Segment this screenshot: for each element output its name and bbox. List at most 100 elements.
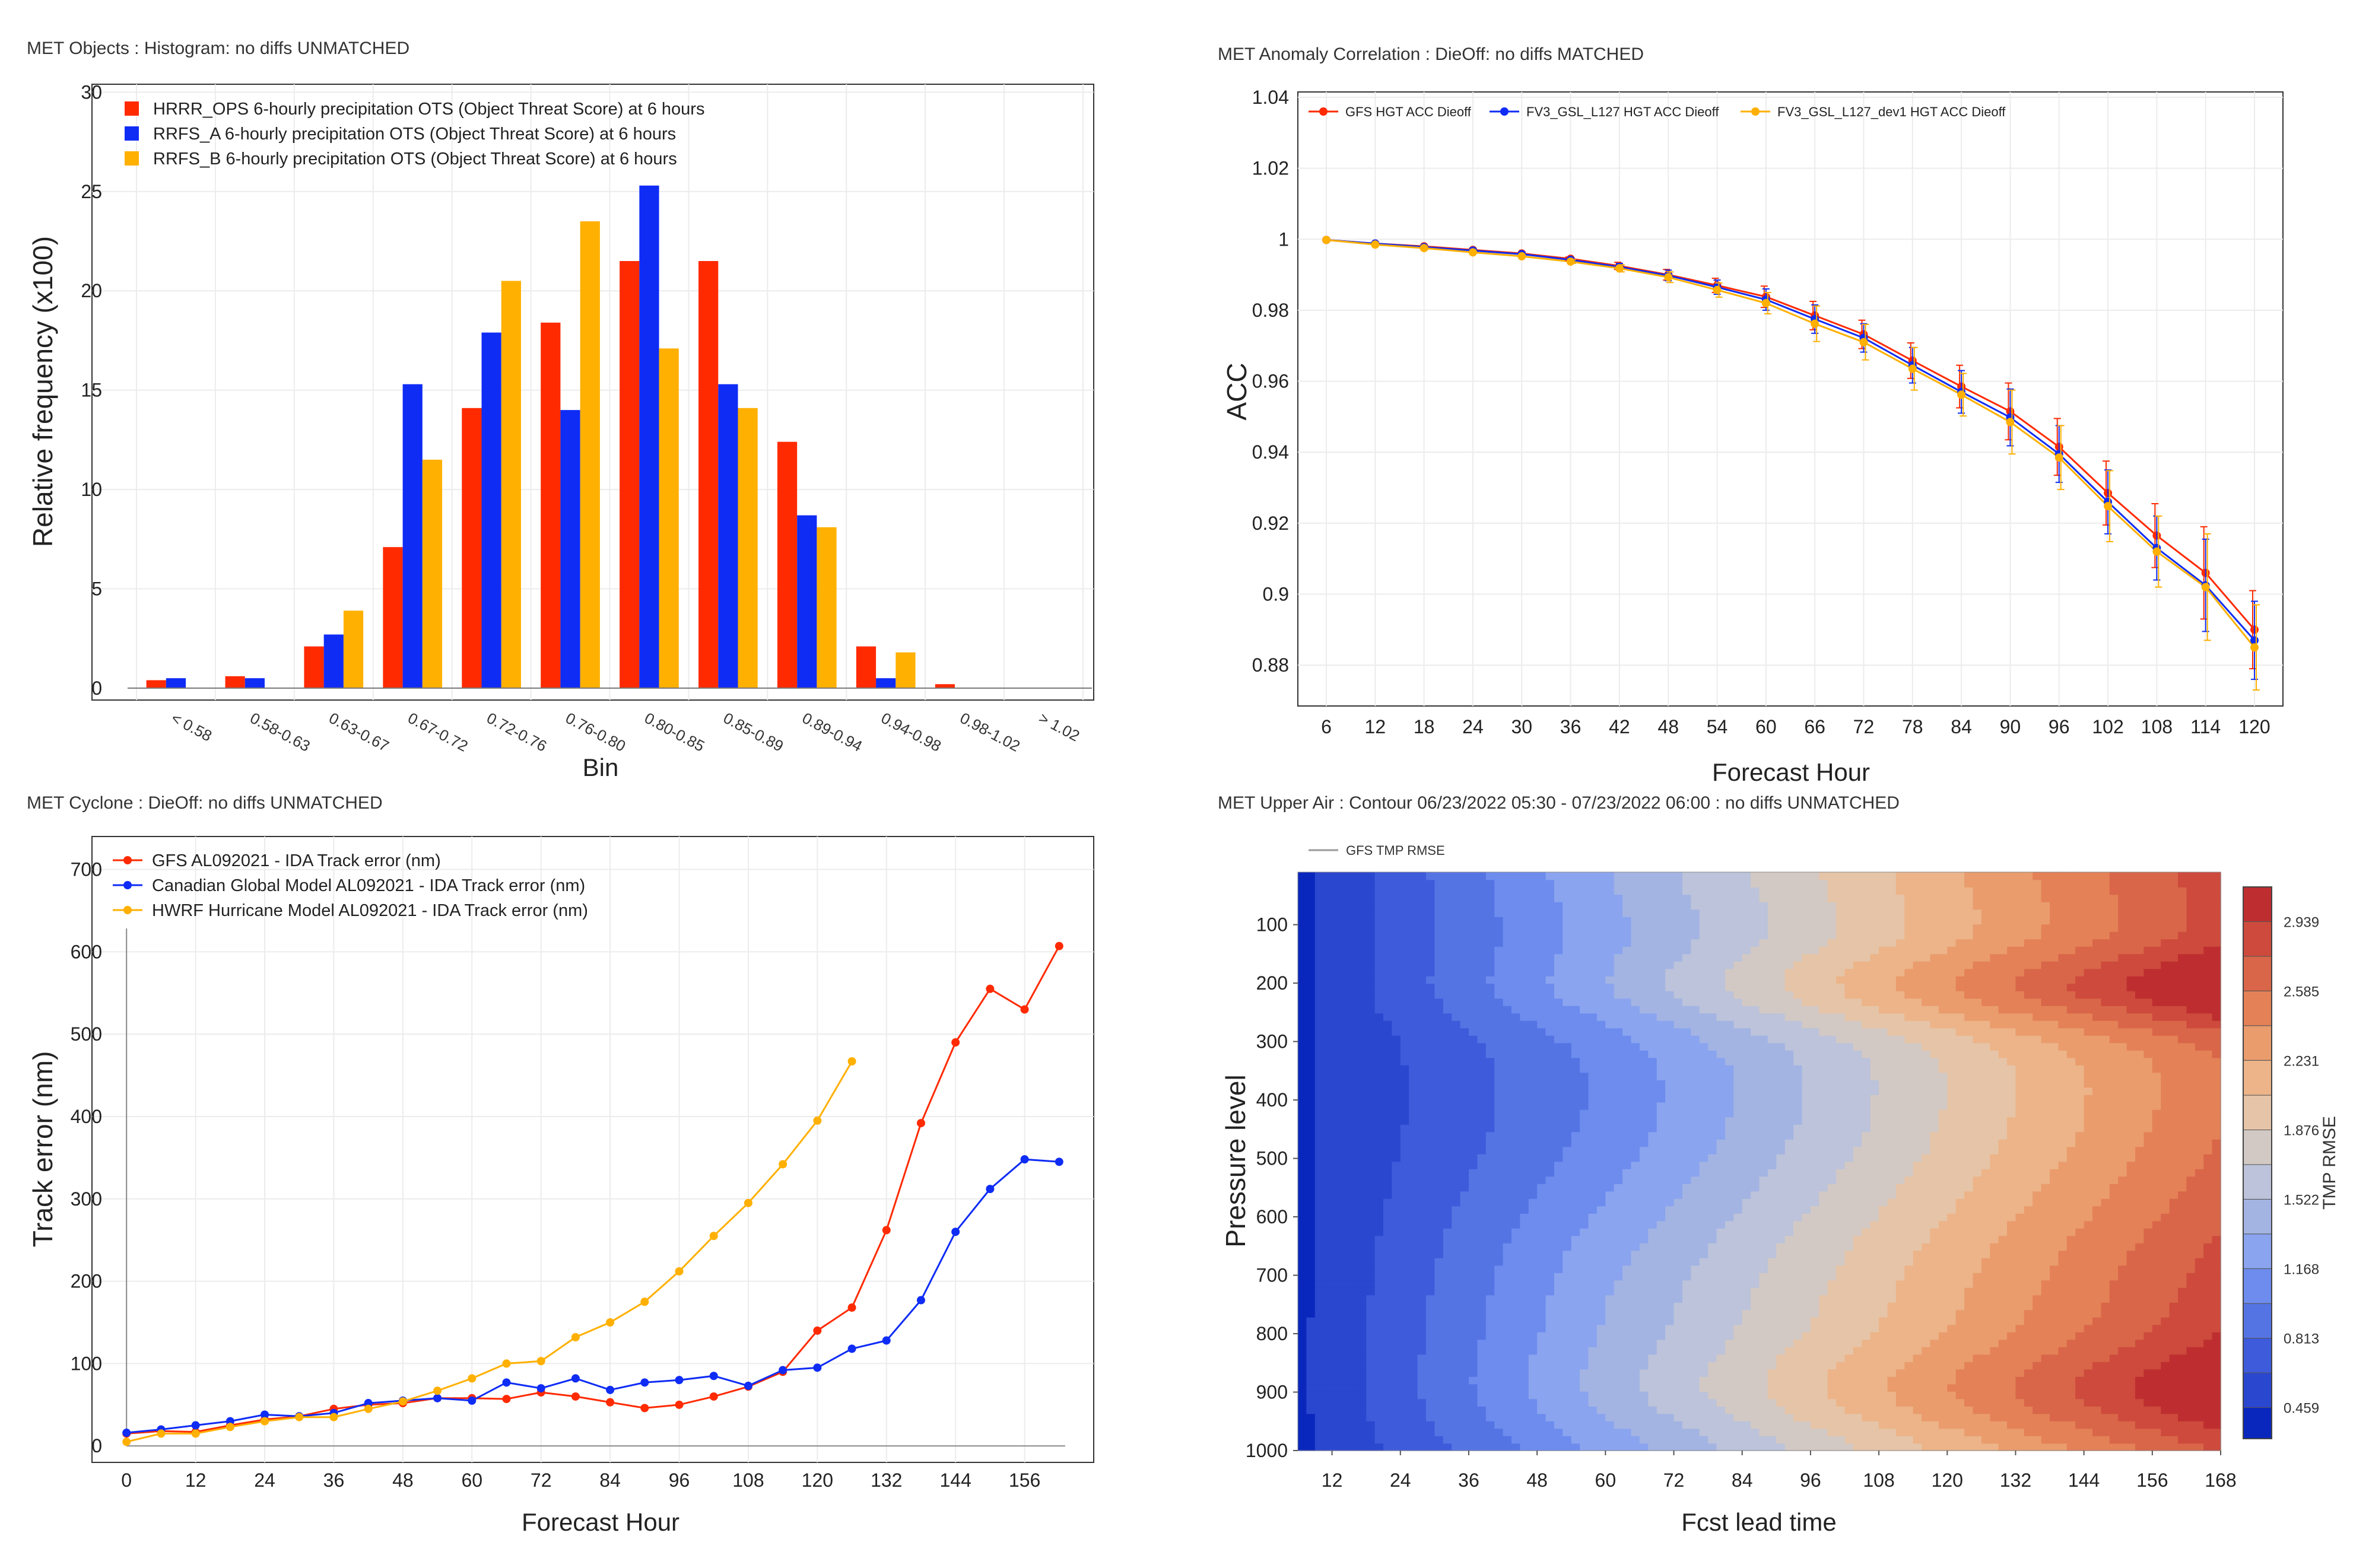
contour-cell <box>1563 1228 1572 1236</box>
contour-cell <box>2143 1287 2153 1296</box>
contour-cell <box>1341 1436 1350 1444</box>
contour-cell <box>1306 1213 1316 1222</box>
contour-cell <box>1622 1161 1632 1169</box>
contour-cell <box>1434 1339 1444 1347</box>
contour-cell <box>1784 1383 1794 1392</box>
contour-cell <box>2015 1302 2025 1311</box>
contour-cell <box>1708 1265 1717 1273</box>
contour-cell <box>1990 1376 1999 1385</box>
contour-cell <box>1494 1139 1504 1147</box>
contour-cell <box>1383 1206 1393 1214</box>
contour-cell <box>1639 1191 1649 1199</box>
contour-cell <box>2186 1339 2196 1347</box>
data-point <box>813 1363 822 1372</box>
upperair-legend-label[interactable]: GFS TMP RMSE <box>1346 843 1445 858</box>
contour-cell <box>1366 1280 1376 1288</box>
contour-cell <box>1776 1161 1786 1169</box>
contour-cell <box>1511 1161 1521 1169</box>
x-tick-label: 12 <box>185 1470 207 1491</box>
contour-cell <box>2152 1154 2161 1162</box>
contour-cell <box>1776 1354 1786 1362</box>
contour-cell <box>1810 1280 1820 1288</box>
contour-cell <box>1648 1273 1657 1281</box>
contour-cell <box>2015 1198 2025 1207</box>
contour-cell <box>1691 1287 1700 1296</box>
contour-cell <box>1862 1317 1871 1325</box>
contour-cell <box>2050 1302 2059 1311</box>
contour-cell <box>1469 1376 1478 1385</box>
data-point <box>779 1160 787 1169</box>
contour-cell <box>1691 1139 1700 1147</box>
contour-cell <box>1973 1339 1982 1347</box>
contour-cell <box>1357 1243 1367 1251</box>
contour-cell <box>1306 1413 1316 1421</box>
contour-cell <box>2212 1243 2221 1251</box>
contour-cell <box>1930 1273 1939 1281</box>
contour-cell <box>1622 1398 1632 1407</box>
contour-cell <box>1827 1443 1837 1451</box>
cyclone-legend[interactable]: GFS AL092021 - IDA Track error (nm) Cana… <box>113 851 588 920</box>
contour-cell <box>1409 1265 1418 1273</box>
x-tick-label: 0.94-0.98 <box>878 709 944 755</box>
contour-cell <box>2101 1309 2110 1318</box>
contour-cell <box>1374 1184 1384 1192</box>
contour-cell <box>1767 1161 1777 1169</box>
contour-cell <box>2092 1376 2102 1385</box>
contour-cell <box>2143 1362 2153 1370</box>
contour-cell <box>1938 1258 1948 1266</box>
contour-cell <box>1494 1443 1504 1451</box>
contour-cell <box>1622 1309 1632 1318</box>
contour-cell <box>1563 1250 1572 1258</box>
contour-cell <box>1332 1443 1341 1451</box>
contour-cell <box>1452 1428 1461 1436</box>
contour-cell <box>1392 1243 1401 1251</box>
contour-cell <box>2041 1295 2050 1303</box>
contour-cell <box>1639 1317 1649 1325</box>
contour-cell <box>2066 1273 2076 1281</box>
contour-cell <box>1998 1169 2008 1177</box>
contour-cell <box>2092 1169 2102 1177</box>
contour-cell <box>1571 1243 1580 1251</box>
contour-cell <box>1922 1258 1931 1266</box>
contour-cell <box>1759 1235 1768 1243</box>
contour-cell <box>1460 1354 1469 1362</box>
objects-legend[interactable]: HRRR_OPS 6-hourly precipitation OTS (Obj… <box>125 100 704 168</box>
contour-cell <box>1827 1309 1837 1318</box>
contour-cell <box>1614 1198 1623 1207</box>
contour-cell <box>1323 1324 1333 1332</box>
contour-cell <box>2135 1198 2145 1207</box>
contour-cell <box>1374 1146 1384 1154</box>
contour-cell <box>1819 1362 1828 1370</box>
contour-cell <box>1434 1421 1444 1429</box>
contour-cell <box>1434 1302 1444 1311</box>
x-tick-label: 120 <box>2238 716 2270 737</box>
contour-cell <box>1631 1332 1640 1340</box>
contour-cell <box>1639 1273 1649 1281</box>
contour-cell <box>1485 1250 1495 1258</box>
contour-cell <box>2075 1243 2085 1251</box>
contour-cell <box>2084 1406 2093 1414</box>
contour-cell <box>1648 1191 1657 1199</box>
contour-cell <box>1298 1317 1307 1325</box>
contour-cell <box>1708 1369 1717 1377</box>
contour-cell <box>2152 1228 2161 1236</box>
contour-cell <box>1605 1206 1615 1214</box>
contour-cell <box>1742 1309 1751 1318</box>
contour-cell <box>1528 1443 1538 1451</box>
contour-cell <box>2050 1235 2059 1243</box>
contour-cell <box>1870 1324 1879 1332</box>
contour-cell <box>1503 1235 1512 1243</box>
contour-cell <box>2058 1295 2068 1303</box>
contour-cell <box>1682 1213 1692 1222</box>
contour-cell <box>1887 1213 1897 1222</box>
contour-cell <box>1494 1146 1504 1154</box>
contour-cell <box>1485 1332 1495 1340</box>
contour-cell <box>1341 1302 1350 1311</box>
contour-cell <box>2092 1191 2102 1199</box>
anomaly-legend[interactable]: GFS HGT ACC Dieoff FV3_GSL_L127 HGT ACC … <box>1309 104 2006 119</box>
contour-cell <box>1964 1280 1974 1288</box>
contour-cell <box>1554 1243 1564 1251</box>
contour-cell <box>1691 1176 1700 1184</box>
contour-cell <box>1673 1213 1683 1222</box>
contour-cell <box>1990 1443 1999 1451</box>
